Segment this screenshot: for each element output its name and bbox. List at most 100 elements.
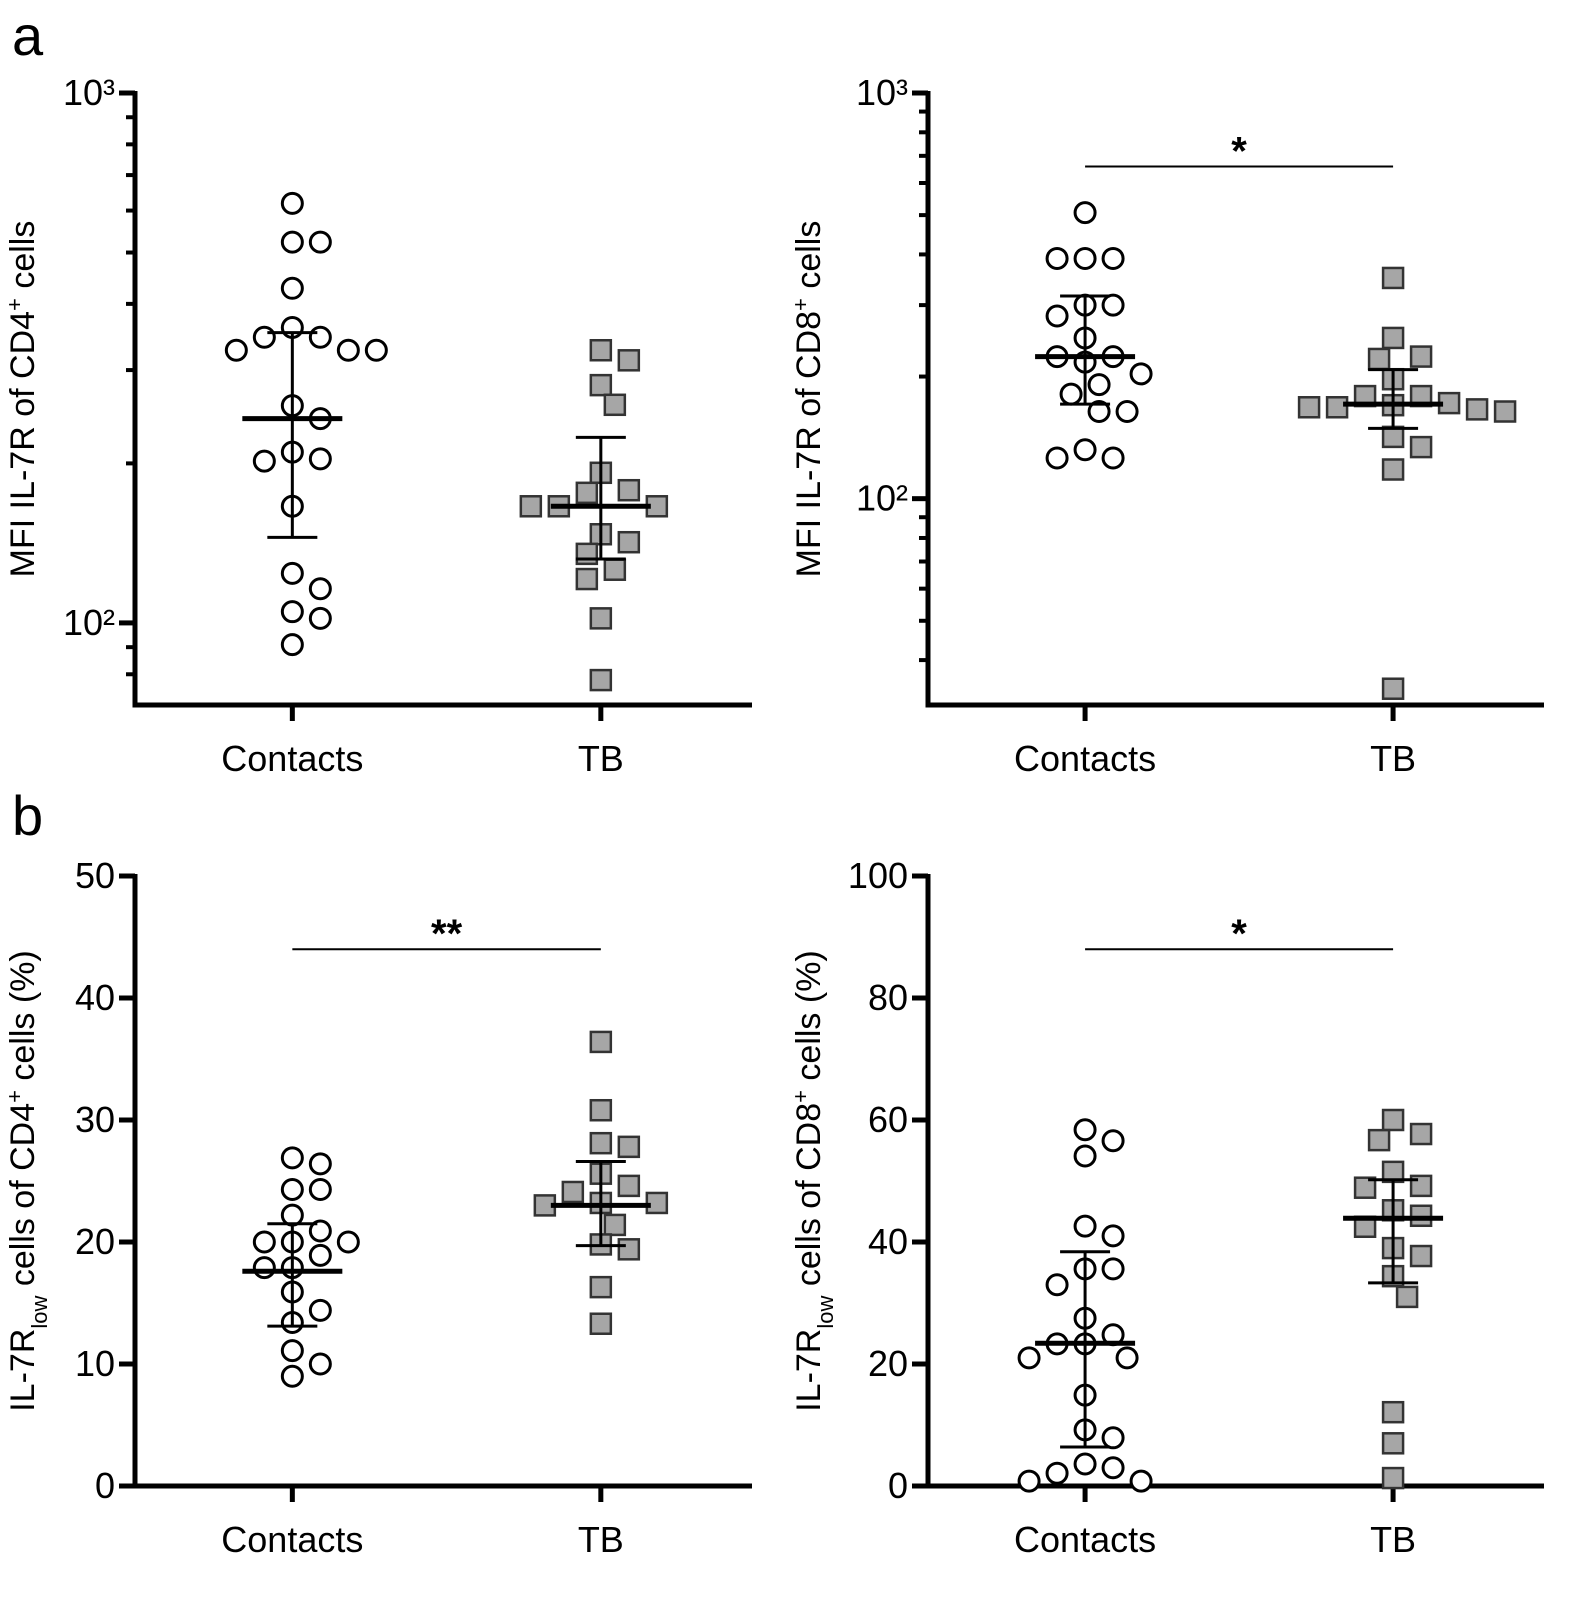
data-point: [1045, 246, 1069, 270]
y-axis-label-part: MFI IL-7R of CD4: [4, 311, 42, 577]
data-point: [1409, 1122, 1433, 1146]
data-point: [1101, 1456, 1125, 1480]
data-point: [1101, 1426, 1125, 1450]
data-point: [280, 1146, 304, 1170]
data-point: [519, 495, 543, 518]
data-point: [308, 1243, 332, 1267]
data-point: [589, 1275, 613, 1299]
y-tick-label: 10³: [63, 72, 115, 113]
data-point: [308, 606, 332, 630]
y-axis-label-part: cells (%): [790, 950, 828, 1090]
data-point: [1115, 1346, 1139, 1370]
data-point: [1381, 1466, 1405, 1490]
data-point: [1017, 1469, 1041, 1493]
y-tick-label: 0: [95, 1465, 115, 1506]
data-point: [1381, 458, 1405, 481]
data-point: [1381, 326, 1405, 350]
y-axis-label-part: +: [2, 298, 27, 311]
data-point: [280, 191, 304, 215]
data-point: [308, 1152, 332, 1176]
x-tick-label: Contacts: [221, 1519, 363, 1560]
data-point: [617, 1174, 641, 1198]
significance-label: **: [431, 912, 463, 956]
y-axis-label-part: cells: [790, 221, 828, 298]
y-axis-label-part: +: [788, 298, 813, 311]
data-point: [1087, 400, 1111, 424]
x-tick-label: Contacts: [1014, 1519, 1156, 1560]
data-point: [280, 561, 304, 585]
data-point: [1493, 400, 1517, 423]
data-point: [603, 1213, 627, 1237]
data-point: [252, 1230, 276, 1254]
data-point: [1115, 400, 1139, 424]
data-point: [1045, 1273, 1069, 1297]
y-tick-label: 40: [868, 1221, 908, 1262]
data-point: [589, 1131, 613, 1155]
data-point: [1073, 1118, 1097, 1142]
data-point: [1073, 1452, 1097, 1476]
x-tick-label: TB: [578, 1519, 624, 1560]
data-point: [336, 338, 360, 362]
data-point: [589, 1312, 613, 1335]
data-point: [1073, 1144, 1097, 1168]
data-point: [308, 577, 332, 601]
data-point: [1409, 1244, 1433, 1268]
data-point: [336, 1230, 360, 1254]
data-point: [1045, 446, 1069, 470]
data-point: [1409, 435, 1433, 459]
y-axis-label-part: cells of CD4: [4, 1103, 42, 1296]
data-point: [1367, 347, 1391, 371]
y-tick-label: 20: [868, 1343, 908, 1384]
data-point: [1017, 1346, 1041, 1370]
y-axis-label: IL-7Rlow cells of CD4+ cells (%): [2, 950, 52, 1412]
data-point: [1087, 373, 1111, 397]
data-point: [308, 325, 332, 349]
data-point: [308, 230, 332, 254]
data-point: [1073, 1214, 1097, 1238]
y-axis-label-part: +: [788, 1090, 813, 1103]
y-tick-label: 80: [868, 977, 908, 1018]
data-point: [1059, 382, 1083, 406]
data-point: [1045, 304, 1069, 328]
y-tick-label: 50: [75, 855, 115, 896]
data-point: [617, 1238, 641, 1261]
data-point: [280, 230, 304, 254]
y-tick-label: 20: [75, 1221, 115, 1262]
data-point: [224, 338, 248, 362]
y-axis-label: MFI IL-7R of CD8+ cells: [788, 221, 829, 578]
data-point: [1101, 1257, 1125, 1281]
y-axis-label: MFI IL-7R of CD4+ cells: [2, 221, 43, 578]
y-tick-label: 10²: [63, 602, 115, 643]
data-point: [1381, 1432, 1405, 1455]
data-point: [561, 1180, 585, 1204]
data-point: [280, 1364, 304, 1388]
y-tick-label: 10²: [856, 478, 908, 519]
y-tick-label: 60: [868, 1099, 908, 1140]
data-point: [364, 338, 388, 362]
data-point: [308, 1219, 332, 1243]
y-tick-label: 40: [75, 977, 115, 1018]
data-point: [575, 542, 599, 566]
data-point: [1045, 1461, 1069, 1485]
data-point: [280, 600, 304, 624]
data-point: [603, 393, 627, 417]
data-point: [589, 338, 613, 362]
x-tick-label: TB: [578, 738, 624, 779]
data-point: [589, 373, 613, 397]
data-point: [252, 1256, 276, 1280]
y-axis-label: IL-7Rlow cells of CD8+ cells (%): [788, 950, 838, 1412]
x-tick-label: TB: [1370, 738, 1416, 779]
data-point: [1129, 1469, 1153, 1493]
x-tick-label: TB: [1370, 1519, 1416, 1560]
data-point: [1073, 438, 1097, 462]
data-point: [603, 558, 627, 581]
data-point: [308, 1352, 332, 1376]
y-axis-label-part: IL-7R: [790, 1329, 828, 1412]
data-point: [1101, 246, 1125, 270]
y-axis-label-part: cells of CD8: [790, 1103, 828, 1296]
data-point: [1101, 1129, 1125, 1153]
y-axis-label-part: cells: [4, 221, 42, 298]
y-axis-label-part: IL-7R: [4, 1329, 42, 1412]
data-point: [1381, 1108, 1405, 1132]
